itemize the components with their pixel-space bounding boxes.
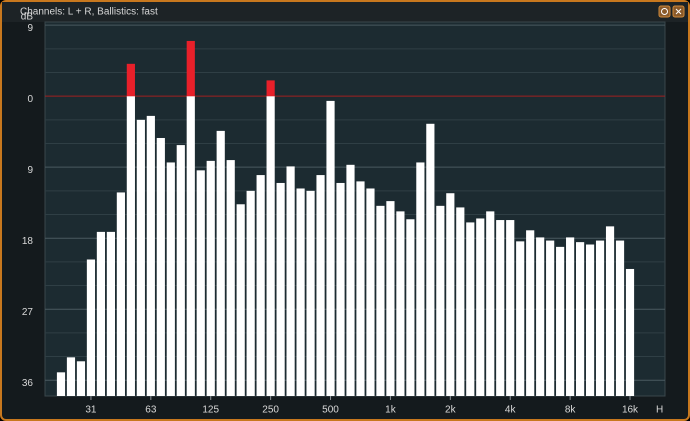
x-axis-label: H — [656, 405, 663, 416]
bar-peak — [186, 40, 195, 97]
bar — [146, 115, 155, 396]
bar — [446, 193, 455, 396]
x-tick-label: 16k — [622, 405, 639, 416]
x-tick-label: 2k — [445, 405, 457, 416]
bar — [625, 268, 635, 396]
bar — [266, 96, 275, 397]
bar — [136, 119, 145, 396]
bar — [466, 222, 475, 396]
bar — [206, 160, 215, 396]
bar — [296, 188, 305, 396]
bar — [286, 166, 295, 396]
bar — [56, 372, 66, 396]
bar — [456, 207, 465, 396]
bar — [96, 231, 106, 396]
bar-peak — [266, 80, 275, 97]
x-tick-label: 125 — [202, 405, 219, 416]
y-tick-label: 36 — [22, 378, 34, 389]
bar — [186, 96, 195, 397]
bar — [66, 357, 76, 396]
settings-icon — [661, 8, 668, 15]
bar — [556, 246, 565, 396]
bar — [536, 237, 545, 396]
x-tick-label: 8k — [565, 405, 577, 416]
bar — [376, 205, 385, 396]
bar — [416, 162, 425, 396]
title-bar — [2, 2, 688, 22]
y-tick-label: 9 — [27, 23, 33, 34]
bar — [216, 130, 225, 396]
x-tick-label: 250 — [262, 405, 279, 416]
bar — [476, 218, 485, 396]
bar — [76, 361, 86, 396]
bar — [576, 242, 585, 396]
y-tick-label: 9 — [27, 165, 33, 176]
bar — [106, 231, 115, 396]
x-tick-label: 63 — [145, 405, 157, 416]
bar — [236, 204, 245, 396]
bar — [546, 240, 555, 396]
bar — [306, 190, 315, 396]
x-tick-label: 31 — [85, 405, 97, 416]
bar — [326, 100, 335, 396]
bar-peak — [126, 63, 135, 97]
x-tick-label: 4k — [505, 405, 517, 416]
bar — [226, 160, 235, 396]
bar — [566, 237, 575, 396]
bar — [615, 240, 625, 396]
y-tick-label: 0 — [27, 94, 33, 105]
bar — [126, 96, 135, 397]
bar — [86, 259, 96, 396]
close-icon — [675, 8, 682, 15]
bar — [426, 123, 435, 396]
y-axis-label: dB — [21, 12, 34, 23]
bar — [486, 211, 495, 396]
x-tick-label: 1k — [385, 405, 397, 416]
bar — [116, 192, 125, 396]
bar — [386, 201, 395, 396]
window-title: Channels: L + R, Ballistics: fast — [20, 7, 158, 18]
bar — [406, 219, 415, 396]
bar — [316, 175, 325, 396]
bar — [176, 145, 185, 396]
y-tick-label: 27 — [22, 307, 34, 318]
bar — [166, 162, 175, 396]
bar — [256, 175, 265, 396]
bar — [585, 244, 595, 396]
bar — [366, 188, 375, 396]
bar — [605, 226, 615, 396]
bar — [436, 205, 445, 396]
bar — [346, 164, 355, 396]
bar — [336, 182, 345, 396]
y-tick-label: 18 — [22, 236, 34, 247]
bar — [356, 181, 365, 396]
bar — [276, 182, 285, 396]
bar — [246, 190, 255, 396]
bar — [506, 220, 515, 396]
bar — [496, 220, 505, 396]
x-tick-label: 500 — [322, 405, 339, 416]
settings-button[interactable] — [658, 5, 671, 18]
bar — [526, 230, 535, 396]
bar — [196, 170, 205, 396]
bar — [516, 241, 525, 396]
bar — [595, 240, 605, 396]
bar — [396, 211, 405, 396]
bar — [156, 137, 165, 396]
